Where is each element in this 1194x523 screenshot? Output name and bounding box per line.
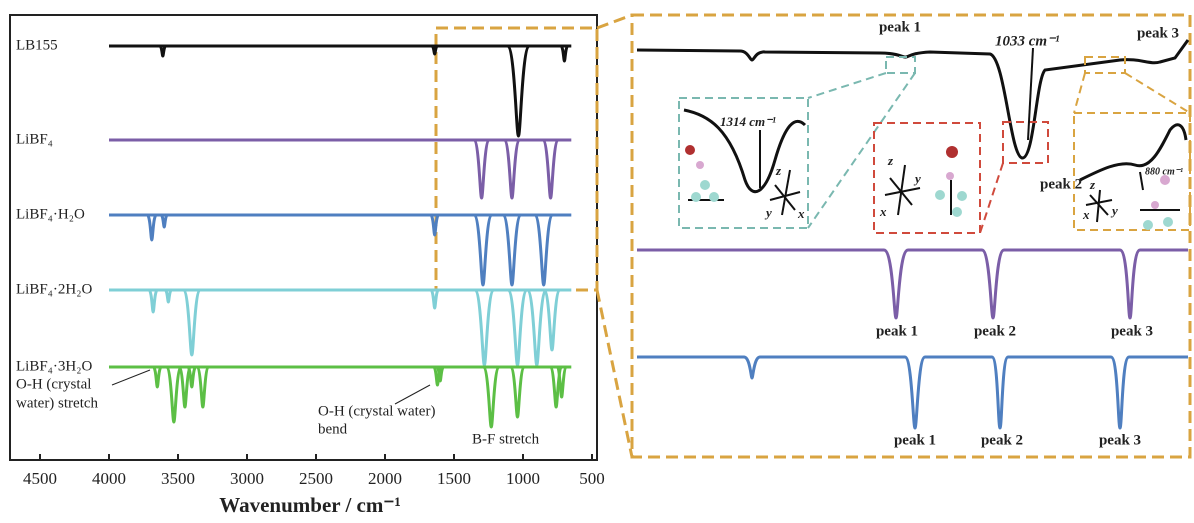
- peak-label: peak 1: [879, 19, 921, 35]
- annotation: water) stretch: [16, 395, 99, 411]
- atom: [685, 145, 695, 155]
- atom: [709, 192, 719, 202]
- peak: [474, 140, 490, 198]
- zoom-spectrum: [637, 357, 1188, 428]
- atom: [700, 180, 710, 190]
- axis-letter: z: [1089, 177, 1096, 192]
- callout: 1033 cm⁻¹: [995, 33, 1060, 49]
- peak: [183, 290, 200, 355]
- inset-connector: [808, 73, 886, 98]
- peak: [165, 290, 171, 302]
- atom: [946, 146, 958, 158]
- series-label: LiBF₄·3H₂O: [16, 358, 92, 374]
- series-label: LB155: [16, 37, 58, 53]
- peak-label: peak 2: [981, 432, 1023, 448]
- inset-box: [874, 123, 980, 233]
- annotation-line: [112, 370, 150, 385]
- peak: [561, 46, 568, 61]
- zoom-content: [637, 40, 1190, 428]
- peak: [161, 215, 167, 227]
- atom: [935, 190, 945, 200]
- peak: [149, 290, 157, 312]
- arrow: [1140, 172, 1143, 190]
- axis-letter: x: [797, 206, 805, 221]
- inset-connector: [1125, 73, 1190, 113]
- x-tick-label: 3000: [230, 469, 264, 488]
- x-tick-label: 2000: [368, 469, 402, 488]
- figure: Wavenumber / cm⁻¹ LB155 LiBF₄ LiBF₄·H₂O LiB…: [0, 0, 1194, 523]
- zoom-spectrum: [637, 250, 1188, 318]
- peak: [474, 215, 492, 285]
- peak: [544, 290, 560, 350]
- peak: [483, 367, 499, 427]
- atom: [696, 161, 704, 169]
- x-tick-label: 3500: [161, 469, 195, 488]
- atom: [691, 192, 701, 202]
- peak: [507, 46, 529, 136]
- series-label: LiBF₄·H₂O: [16, 206, 85, 222]
- peak: [188, 367, 196, 387]
- inset-connector: [1074, 73, 1085, 113]
- peak-label: peak 3: [1111, 323, 1153, 339]
- axis-letter: z: [775, 163, 782, 178]
- peak: [147, 215, 156, 240]
- axis-letter: z: [887, 153, 894, 168]
- peak: [503, 215, 521, 285]
- annotation: B-F stretch: [472, 431, 540, 447]
- series-label: LiBF₄·2H₂O: [16, 281, 92, 297]
- x-tick-label: 4000: [92, 469, 126, 488]
- axis-glyph: [782, 170, 790, 215]
- atom: [1163, 217, 1173, 227]
- annotation: O-H (crystal water): [318, 403, 435, 419]
- x-tick-label: 1000: [506, 469, 540, 488]
- annotation: bend: [318, 421, 348, 437]
- peak-label: peak 3: [1137, 25, 1179, 41]
- zoom-connector: [597, 290, 632, 457]
- peak-label: peak 3: [1099, 432, 1141, 448]
- axis-letter: y: [764, 205, 772, 220]
- peak-label: peak 2: [974, 323, 1016, 339]
- axis-letter: x: [1082, 207, 1090, 222]
- annotation-line: [395, 385, 430, 404]
- x-tick-label: 500: [579, 469, 605, 488]
- peak: [153, 367, 161, 387]
- zoom-connector: [597, 15, 632, 28]
- axis-letter: y: [913, 171, 921, 186]
- peak: [510, 367, 524, 417]
- peak: [508, 290, 527, 365]
- axis-glyph: [890, 178, 912, 205]
- peak: [197, 367, 209, 407]
- peak-label: peak 1: [894, 432, 936, 448]
- peak-label: peak 1: [876, 323, 918, 339]
- peak: [475, 290, 494, 365]
- atom: [1143, 220, 1153, 230]
- axis-letter: x: [879, 204, 887, 219]
- x-tick-label: 4500: [23, 469, 57, 488]
- peak: [527, 290, 546, 365]
- axis-letter: y: [1110, 203, 1118, 218]
- peak-label: peak 2: [1040, 176, 1082, 192]
- callout: 880 cm⁻¹: [1145, 166, 1183, 177]
- peak: [431, 290, 439, 308]
- atom: [952, 207, 962, 217]
- atom: [946, 172, 954, 180]
- peak: [166, 367, 181, 422]
- molecules: [685, 145, 1173, 230]
- inset-connector: [980, 163, 1003, 233]
- atom: [1151, 201, 1159, 209]
- series-label: LiBF₄: [16, 131, 53, 147]
- atom: [957, 191, 967, 201]
- annotation: O-H (crystal: [16, 376, 91, 392]
- x-axis-title: Wavenumber / cm⁻¹: [219, 493, 400, 517]
- peak: [543, 140, 559, 198]
- inset-source: [886, 57, 915, 73]
- x-tick-label: 1500: [437, 469, 471, 488]
- callout: 1314 cm⁻¹: [720, 114, 776, 129]
- x-tick-label: 2500: [299, 469, 333, 488]
- spectra: LB155 LiBF₄ LiBF₄·H₂O LiBF₄·2H₂O LiBF₄·3H₂O: [16, 37, 571, 427]
- peak: [504, 140, 520, 198]
- peak: [535, 215, 553, 285]
